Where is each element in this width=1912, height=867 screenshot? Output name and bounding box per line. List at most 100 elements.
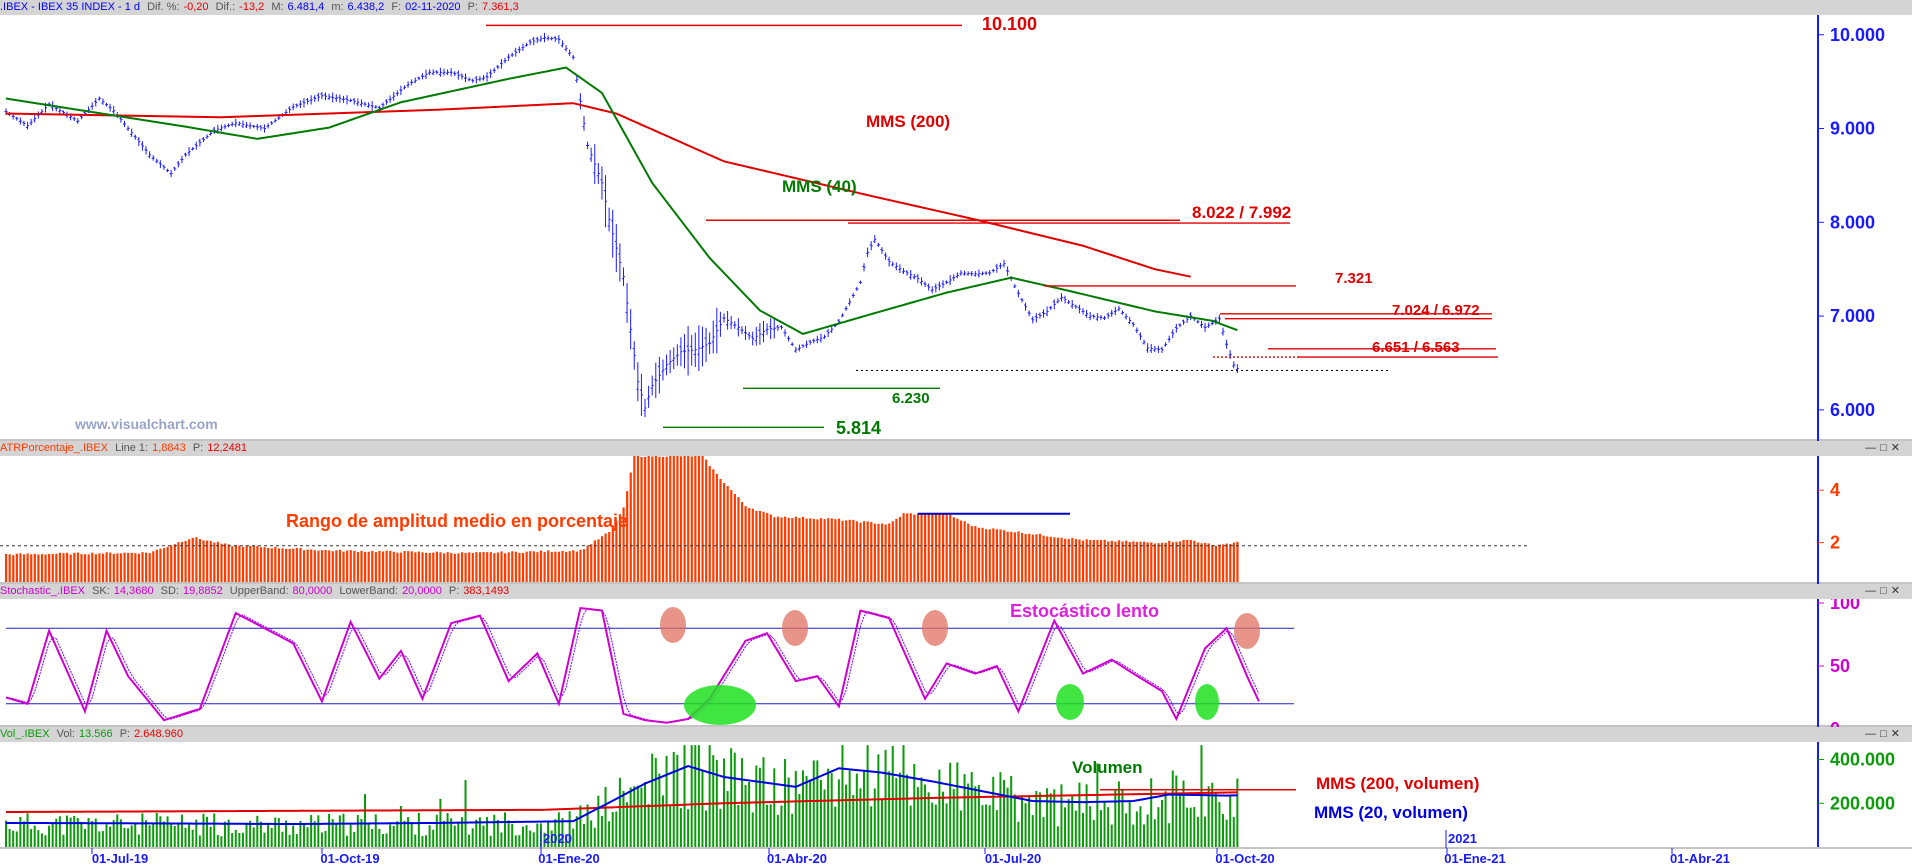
- atr-bar: [378, 550, 381, 582]
- volume-bar: [579, 805, 582, 847]
- atr-bar: [392, 551, 395, 582]
- volume-bar: [999, 772, 1002, 847]
- volume-bar: [288, 834, 291, 847]
- atr-bar: [1153, 543, 1156, 582]
- atr-bar: [504, 553, 507, 582]
- volume-bar: [389, 824, 392, 847]
- atr-bar: [669, 456, 672, 582]
- atr-bar: [12, 555, 15, 582]
- atr-bar: [425, 552, 428, 582]
- volume-bar: [346, 835, 349, 847]
- volume-bar: [188, 823, 191, 847]
- volume-bar: [1146, 814, 1149, 847]
- atr-bar: [834, 519, 837, 582]
- volume-bar: [184, 827, 187, 847]
- atr-bar: [335, 550, 338, 582]
- volume-bar: [985, 804, 988, 847]
- volume-bar: [320, 832, 323, 847]
- atr-bar: [202, 540, 205, 582]
- atr-bar: [744, 506, 747, 582]
- atr-bar: [1060, 537, 1063, 582]
- atr-bar: [712, 469, 715, 582]
- volume-bar: [227, 819, 230, 847]
- volume-bar: [1038, 792, 1041, 847]
- atr-bar: [141, 552, 144, 582]
- atr-bar: [1064, 538, 1067, 582]
- volume-bar: [123, 827, 126, 847]
- atr-bar: [665, 456, 668, 582]
- atr-window-controls[interactable]: —□✕: [1865, 442, 1904, 454]
- atr-bar: [762, 511, 765, 582]
- volume-panel-header: Vol_.IBEX Vol: 13.566 P: 2.648.960 —□✕: [0, 727, 1912, 742]
- atr-bar: [898, 516, 902, 582]
- volume-bar: [410, 823, 413, 847]
- atr-bar: [15, 553, 18, 582]
- atr-bar: [87, 554, 90, 582]
- volume-bar: [1186, 807, 1189, 847]
- atr-bar: [195, 537, 198, 582]
- volume-bar: [981, 805, 984, 847]
- volume-window-controls[interactable]: —□✕: [1865, 728, 1904, 740]
- volume-bar: [1232, 816, 1235, 847]
- volume-bar: [1193, 807, 1196, 847]
- volume-bar: [58, 816, 61, 847]
- volume-bar: [1085, 784, 1088, 847]
- atr-bar: [827, 518, 830, 582]
- volume-bar: [127, 828, 130, 847]
- label-vol-sma200: MMS (200, volumen): [1316, 774, 1479, 793]
- volume-bar: [252, 827, 255, 847]
- volume-bar: [658, 773, 661, 847]
- atr-bar: [33, 553, 36, 582]
- atr-bar: [493, 553, 496, 582]
- atr-bar: [977, 527, 981, 582]
- atr-bar: [1146, 542, 1149, 582]
- atr-bar: [450, 553, 453, 582]
- atr-bar: [69, 554, 72, 582]
- atr-bar: [123, 552, 126, 582]
- atr-bar: [1038, 533, 1042, 582]
- atr-bar: [683, 456, 686, 582]
- volume-bar: [1082, 812, 1084, 847]
- atr-bar: [766, 512, 769, 582]
- atr-bar: [794, 516, 797, 582]
- volume-bar: [180, 814, 183, 847]
- oversold-marker: [684, 685, 756, 725]
- volume-bar: [374, 814, 377, 847]
- volume-bar: [697, 745, 700, 847]
- atr-bar: [819, 518, 823, 582]
- atr-bar: [568, 551, 571, 582]
- atr-bar: [959, 520, 963, 582]
- atr-bar: [385, 550, 388, 582]
- atr-bar: [109, 552, 112, 582]
- volume-bar: [819, 779, 822, 847]
- atr-tick-label: 2: [1830, 533, 1840, 553]
- volume-bar: [116, 814, 119, 847]
- volume-bar: [661, 795, 664, 847]
- volume-bar: [827, 768, 830, 847]
- atr-bar: [1013, 532, 1016, 582]
- atr-bar: [640, 456, 643, 582]
- volume-bar: [37, 830, 40, 847]
- volume-bar: [425, 835, 428, 847]
- atr-bar: [173, 544, 176, 582]
- atr-bar: [1107, 541, 1110, 582]
- volume-bar: [812, 760, 815, 847]
- volume-bar: [629, 787, 632, 847]
- atr-bar: [44, 554, 47, 582]
- volume-bar: [457, 822, 460, 847]
- volume-bar: [1010, 775, 1013, 847]
- atr-bar: [550, 552, 553, 582]
- atr-bar: [1175, 541, 1178, 582]
- x-tick-label: 01-Jul-20: [985, 851, 1041, 866]
- volume-bar: [636, 785, 639, 847]
- volume-bar: [952, 789, 955, 847]
- atr-bar: [888, 523, 891, 582]
- atr-bar: [1164, 542, 1167, 582]
- atr-bar: [931, 513, 934, 582]
- atr-bar: [1229, 544, 1232, 582]
- atr-bar: [259, 547, 263, 582]
- atr-bar: [945, 512, 948, 582]
- volume-bar: [1164, 791, 1167, 847]
- stochastic-window-controls[interactable]: —□✕: [1865, 585, 1904, 597]
